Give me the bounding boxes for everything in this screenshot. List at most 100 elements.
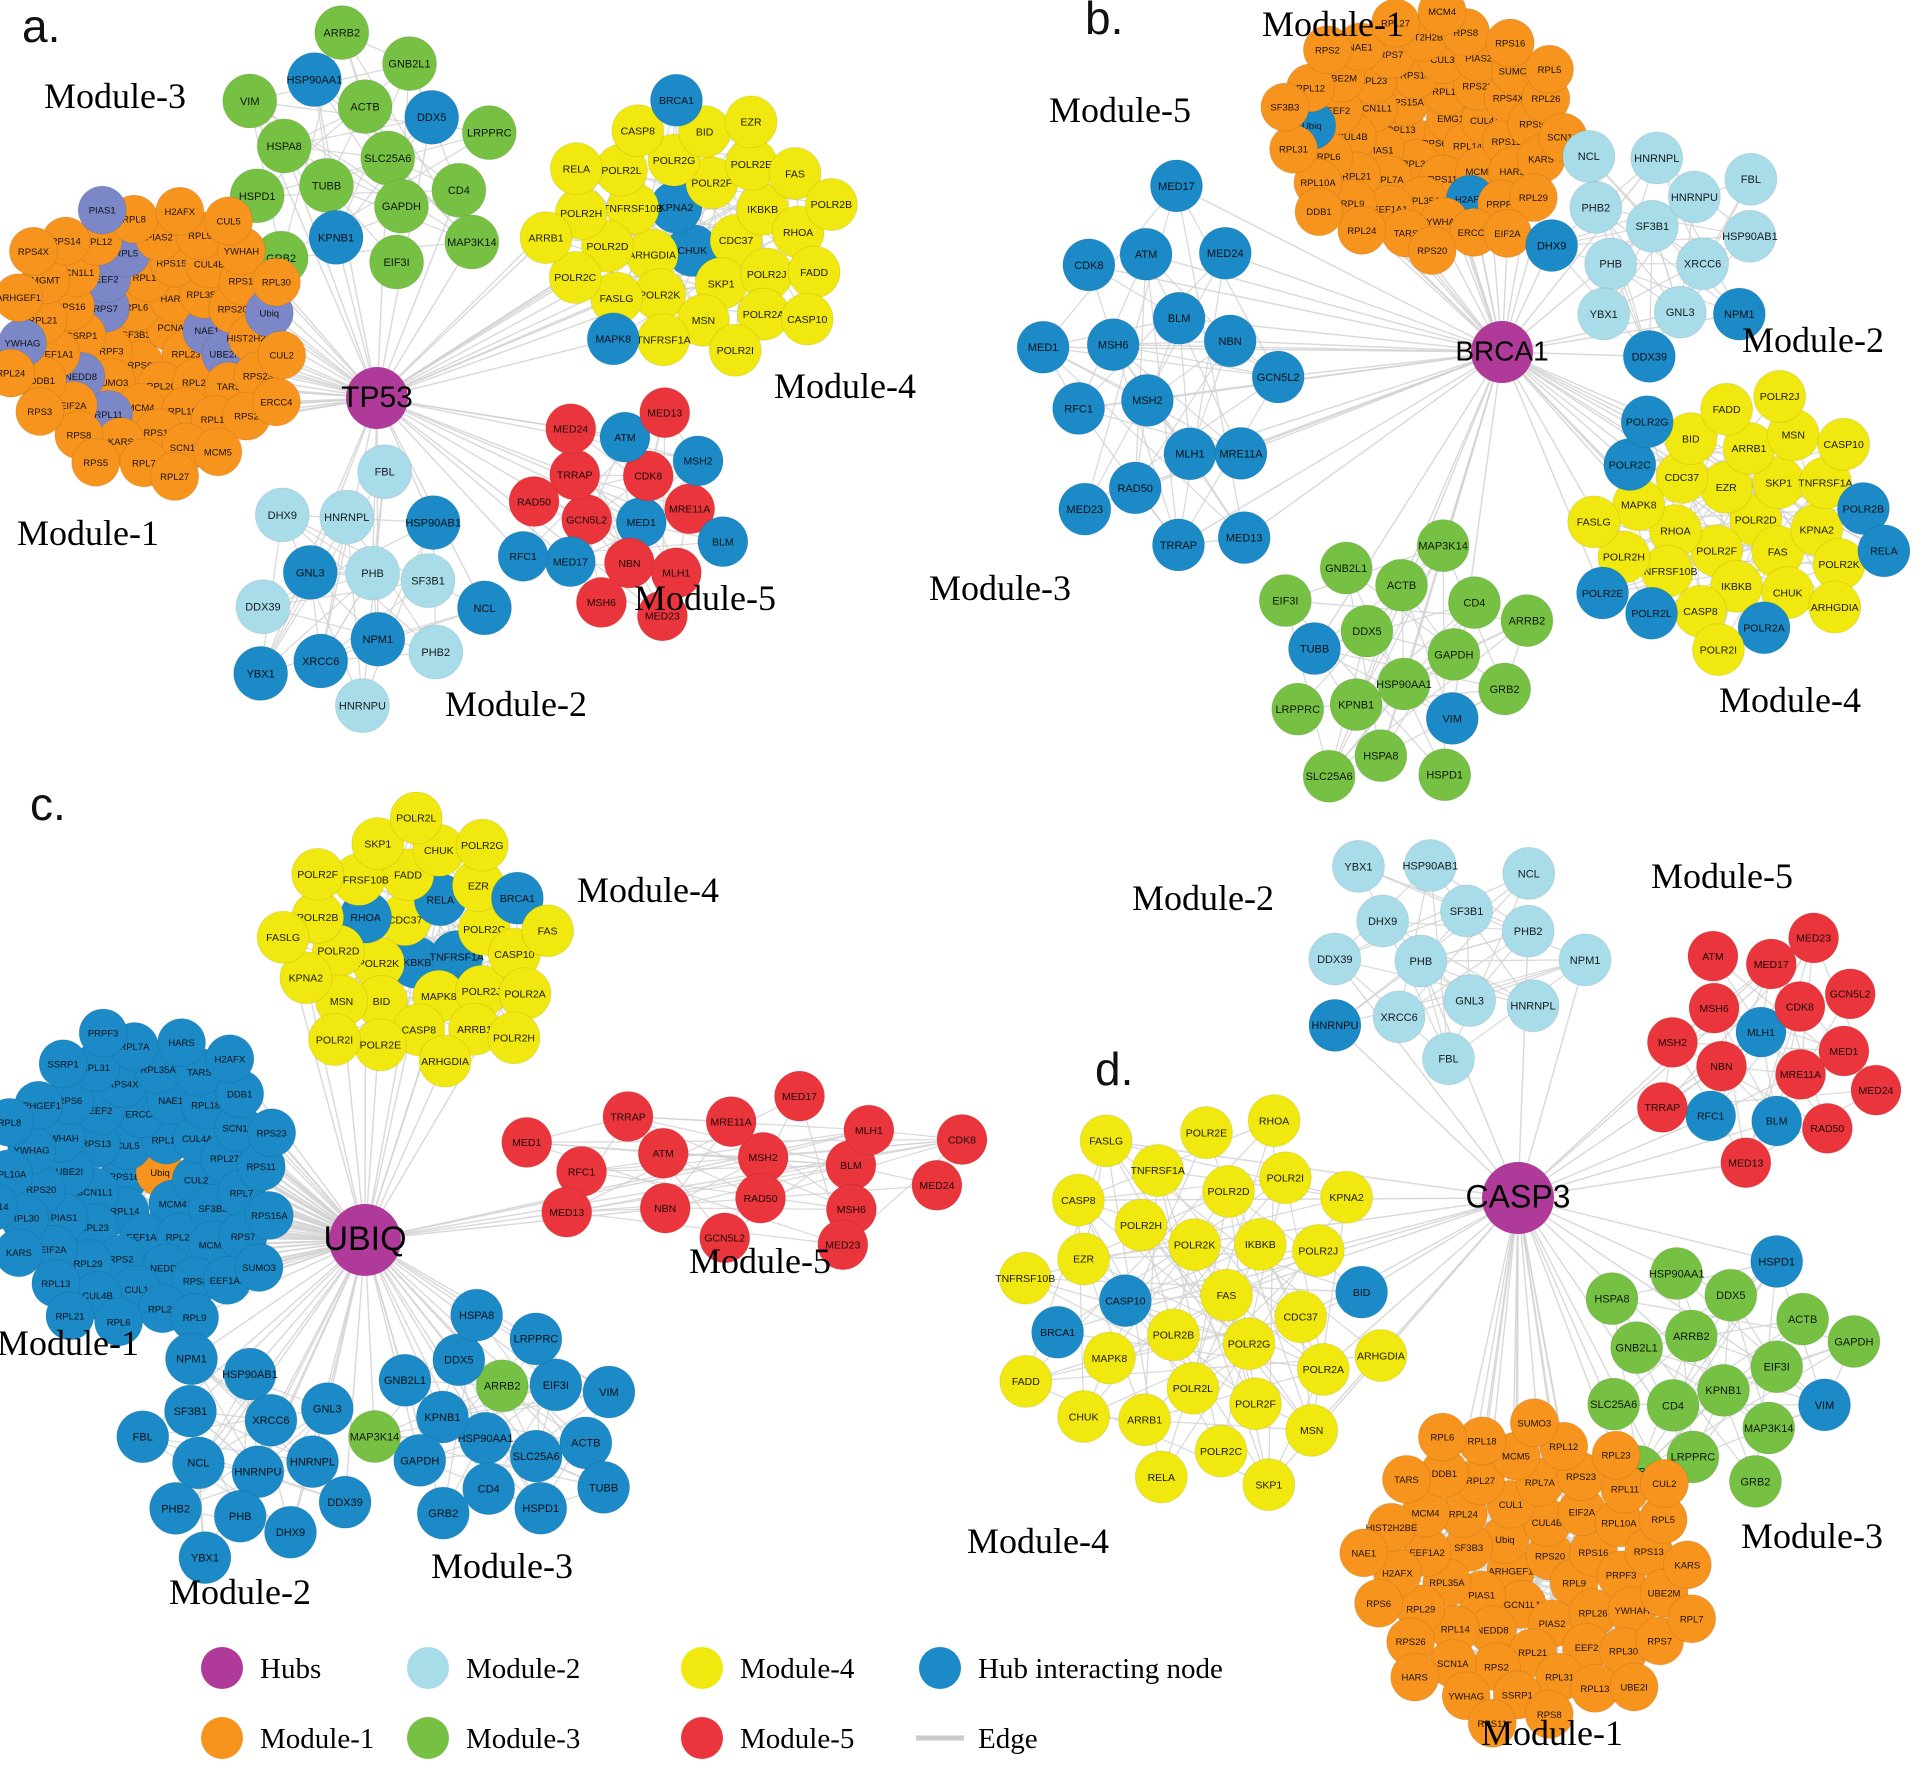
network-node[interactable]: [1356, 894, 1410, 948]
network-node[interactable]: [1052, 381, 1106, 435]
network-node[interactable]: [1354, 1329, 1408, 1383]
network-node[interactable]: [360, 130, 416, 186]
network-node[interactable]: [0, 1182, 18, 1231]
network-node[interactable]: [1587, 1377, 1641, 1431]
network-node[interactable]: [462, 1462, 516, 1516]
network-node[interactable]: [1258, 1151, 1312, 1205]
network-node[interactable]: [213, 1489, 267, 1543]
network-node[interactable]: [157, 1018, 207, 1068]
network-node[interactable]: [1390, 1652, 1440, 1702]
network-node[interactable]: [599, 411, 651, 463]
network-node[interactable]: [787, 245, 841, 299]
network-node[interactable]: [1620, 395, 1674, 449]
network-node[interactable]: [637, 1127, 689, 1179]
network-node[interactable]: [1203, 314, 1257, 368]
network-node[interactable]: [350, 611, 406, 667]
network-node[interactable]: [1319, 541, 1373, 595]
network-node[interactable]: [521, 904, 575, 958]
network-node[interactable]: [549, 142, 603, 196]
network-node[interactable]: [1057, 1232, 1111, 1286]
network-node[interactable]: [1296, 1342, 1350, 1396]
network-node[interactable]: [1584, 237, 1638, 291]
network-node[interactable]: [1610, 1321, 1664, 1375]
network-node[interactable]: [1737, 601, 1791, 655]
network-node[interactable]: [1425, 691, 1479, 745]
network-node[interactable]: [1251, 350, 1305, 404]
network-node[interactable]: [1562, 129, 1616, 183]
network-node[interactable]: [400, 553, 456, 609]
network-node[interactable]: [705, 1096, 757, 1148]
network-node[interactable]: [461, 105, 517, 161]
network-node[interactable]: [404, 89, 460, 145]
network-node[interactable]: [999, 1354, 1053, 1408]
network-node[interactable]: [1098, 1274, 1152, 1328]
network-node[interactable]: [94, 1297, 144, 1347]
network-node[interactable]: [1774, 981, 1826, 1033]
network-node[interactable]: [319, 489, 375, 545]
network-node[interactable]: [286, 1435, 340, 1489]
network-node[interactable]: [1482, 208, 1532, 258]
network-node[interactable]: [1058, 482, 1112, 536]
network-node[interactable]: [1585, 1272, 1639, 1326]
network-node[interactable]: [308, 209, 364, 265]
network-node[interactable]: [672, 435, 724, 487]
network-node[interactable]: [1818, 1025, 1870, 1077]
network-node[interactable]: [697, 516, 749, 568]
network-node[interactable]: [0, 273, 44, 323]
network-node[interactable]: [300, 1382, 354, 1436]
network-node[interactable]: [1720, 1137, 1772, 1189]
network-node[interactable]: [369, 234, 425, 290]
network-node[interactable]: [1525, 218, 1579, 272]
network-node[interactable]: [636, 590, 688, 642]
network-node[interactable]: [509, 1429, 563, 1483]
network-node[interactable]: [45, 1291, 95, 1341]
network-node[interactable]: [1339, 1528, 1389, 1578]
network-node[interactable]: [256, 910, 310, 964]
network-node[interactable]: [1372, 990, 1426, 1044]
network-node[interactable]: [1467, 1698, 1517, 1748]
network-node[interactable]: [299, 157, 355, 213]
network-node[interactable]: [71, 437, 121, 487]
network-node[interactable]: [639, 1182, 691, 1234]
network-node[interactable]: [649, 73, 703, 127]
network-node[interactable]: [251, 257, 301, 307]
network-node[interactable]: [509, 1312, 563, 1366]
network-node[interactable]: [1639, 1458, 1689, 1508]
network-node[interactable]: [1625, 586, 1679, 640]
network-node[interactable]: [1500, 594, 1554, 648]
network-node[interactable]: [1696, 1363, 1750, 1417]
network-node[interactable]: [415, 1390, 469, 1444]
network-node[interactable]: [497, 530, 549, 582]
network-node[interactable]: [1242, 1458, 1296, 1512]
network-node[interactable]: [1695, 1040, 1747, 1092]
network-node[interactable]: [444, 214, 500, 270]
network-node[interactable]: [163, 1384, 217, 1438]
network-node[interactable]: [1817, 417, 1871, 471]
network-node[interactable]: [116, 1410, 170, 1464]
network-node[interactable]: [1788, 912, 1840, 964]
network-node[interactable]: [1146, 1308, 1200, 1362]
network-node[interactable]: [1776, 1292, 1830, 1346]
network-node[interactable]: [1051, 1173, 1105, 1227]
network-node[interactable]: [416, 1486, 470, 1540]
network-node[interactable]: [314, 5, 370, 61]
network-node[interactable]: [1625, 199, 1679, 253]
network-node[interactable]: [1676, 237, 1730, 291]
network-node[interactable]: [1229, 1377, 1283, 1431]
network-node[interactable]: [418, 1034, 472, 1088]
network-node[interactable]: [15, 386, 65, 436]
network-node[interactable]: [1745, 938, 1797, 990]
network-node[interactable]: [1247, 1094, 1301, 1148]
network-node[interactable]: [348, 1409, 402, 1463]
network-node[interactable]: [639, 387, 691, 439]
network-node[interactable]: [936, 1114, 988, 1166]
network-node[interactable]: [1750, 1340, 1804, 1394]
network-node[interactable]: [735, 1172, 787, 1224]
network-node[interactable]: [586, 312, 640, 366]
network-node[interactable]: [1079, 1114, 1133, 1168]
network-node[interactable]: [256, 118, 312, 174]
network-node[interactable]: [235, 579, 291, 635]
network-node[interactable]: [1728, 1454, 1782, 1508]
network-node[interactable]: [548, 250, 602, 304]
network-node[interactable]: [293, 633, 349, 689]
